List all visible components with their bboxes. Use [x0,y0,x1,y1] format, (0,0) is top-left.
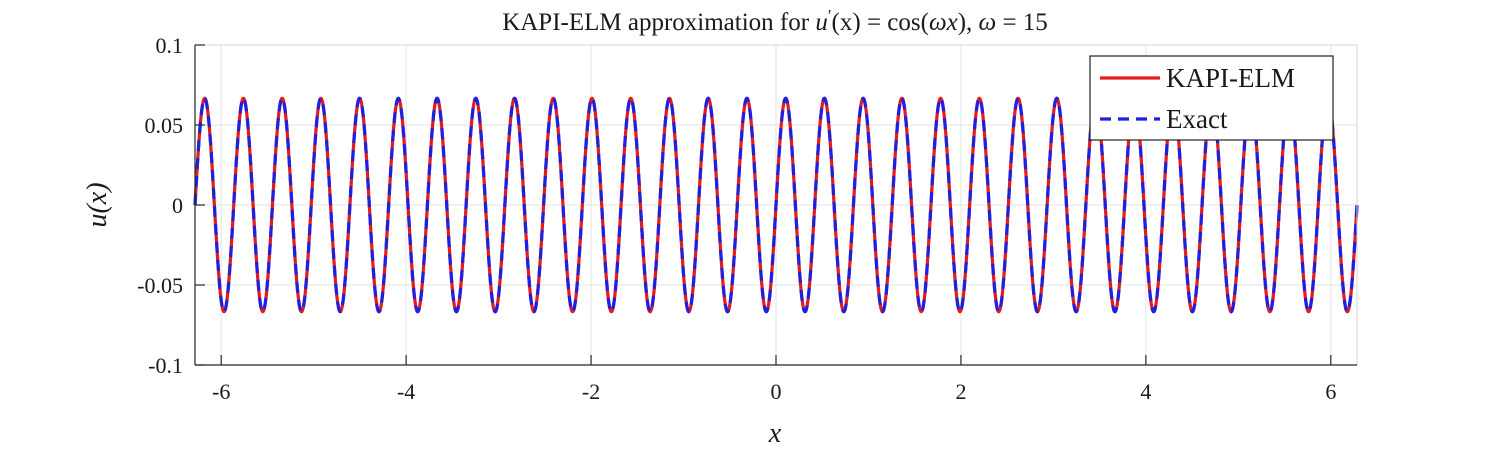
x-tick-label: 0 [771,379,782,404]
legend-box [1089,55,1334,141]
y-axis-label: u(x) [82,182,113,227]
x-tick-label: -4 [397,379,415,404]
x-tick-label: -6 [212,379,230,404]
legend-label-kapi-elm: KAPI-ELM [1166,63,1295,93]
x-tick-label: -2 [582,379,600,404]
x-tick-label: 2 [955,379,966,404]
plot-area [193,96,1359,314]
series-line-exact [193,96,1359,314]
y-tick-label: 0 [172,193,183,218]
x-tick-label: 6 [1325,379,1336,404]
axes: -6 -4 -2 0 2 4 6 -0.1 -0.05 0 0.05 0.1 [137,33,1358,404]
x-axis-label: x [768,418,782,449]
x-tick-label: 4 [1140,379,1151,404]
y-tick-label: 0.05 [145,113,184,138]
legend-label-exact: Exact [1166,104,1228,134]
y-tick-label: 0.1 [156,33,184,58]
chart-title: KAPI-ELM approximation for u′(x) = cos(ω… [502,6,1048,36]
y-tick-label: -0.05 [137,273,183,298]
legend: KAPI-ELM Exact [1089,55,1334,141]
y-tick-label: -0.1 [148,353,183,378]
